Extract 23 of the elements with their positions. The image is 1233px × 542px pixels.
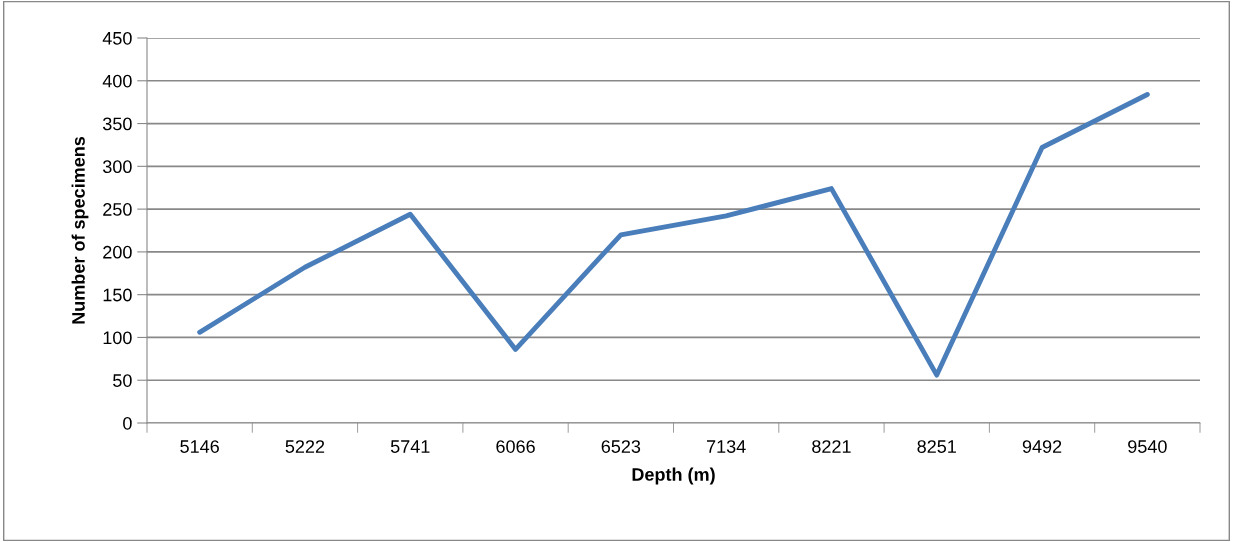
- y-tick-label: 400: [102, 74, 132, 88]
- y-tick-label: 300: [102, 160, 132, 174]
- y-tick-label: 0: [123, 416, 132, 430]
- line-series: [197, 92, 1150, 378]
- x-tick-label: 9540: [1128, 440, 1167, 453]
- y-tick-label: 50: [113, 374, 132, 387]
- y-tick-label: 150: [103, 288, 132, 302]
- x-tick-label: 8221: [812, 440, 851, 453]
- x-tick-label: 6066: [496, 440, 535, 453]
- y-tick-label: 250: [103, 203, 132, 216]
- y-tick-label: 100: [103, 331, 132, 345]
- y-tick-label: 350: [102, 117, 132, 131]
- x-tick-label: 7134: [706, 440, 746, 453]
- x-axis-title: Depth (m): [632, 467, 715, 485]
- x-tick-label: 5146: [180, 440, 219, 453]
- x-tick-label: 5222: [285, 440, 325, 453]
- x-tick-label: 8251: [917, 440, 956, 453]
- x-tick-label: 9492: [1022, 440, 1062, 453]
- y-tick-label: 200: [103, 245, 132, 259]
- x-tick-label: 6523: [601, 440, 641, 453]
- y-tick-label: 450: [102, 31, 132, 45]
- y-axis-title: Number of specimens: [71, 136, 89, 324]
- x-tick-label: 5741: [390, 440, 430, 453]
